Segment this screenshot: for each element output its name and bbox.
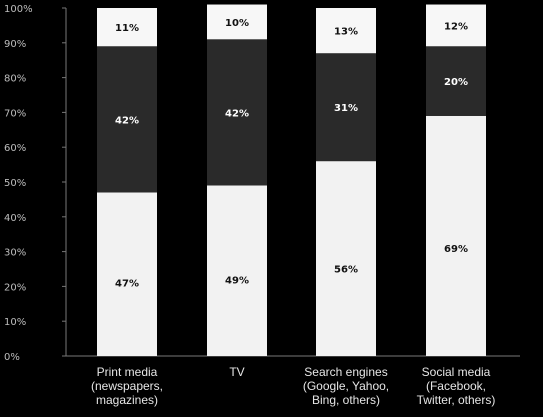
bar-segment	[207, 4, 267, 40]
y-tick-label: 100%	[4, 4, 33, 15]
x-category-label: magazines)	[96, 393, 158, 407]
y-tick-label: 40%	[4, 213, 26, 224]
x-category-label: TV	[229, 365, 244, 379]
y-tick-label: 70%	[4, 108, 26, 119]
bar-segment	[97, 8, 157, 47]
data-label: 10%	[225, 18, 249, 29]
data-label: 49%	[225, 275, 249, 286]
y-tick-label: 10%	[4, 317, 26, 328]
y-tick-label: 50%	[4, 178, 26, 189]
data-label: 12%	[444, 21, 468, 32]
bar-segment	[426, 46, 486, 116]
y-tick-label: 30%	[4, 248, 26, 259]
y-tick-label: 90%	[4, 39, 26, 50]
data-label: 13%	[334, 27, 358, 38]
x-category-label: Twitter, others)	[417, 393, 496, 407]
data-label: 69%	[444, 244, 468, 255]
x-category-label: (newspapers,	[91, 379, 163, 393]
bar-segment	[316, 53, 376, 162]
bar-segment	[316, 8, 376, 54]
data-label: 56%	[334, 264, 358, 275]
data-label: 31%	[334, 103, 358, 114]
y-tick-label: 80%	[4, 74, 26, 85]
data-label: 20%	[444, 77, 468, 88]
bar-segment	[207, 185, 267, 356]
bar-segment	[207, 39, 267, 186]
x-category-label: Social media	[422, 365, 491, 379]
x-category-label: (Facebook,	[426, 379, 486, 393]
data-label: 42%	[225, 108, 249, 119]
y-tick-label: 20%	[4, 282, 26, 293]
data-label: 11%	[115, 23, 139, 34]
bar-segment	[97, 46, 157, 193]
bar-segment	[426, 4, 486, 47]
bar-segment	[97, 192, 157, 356]
data-label: 47%	[115, 278, 139, 289]
x-category-label: Print media	[97, 365, 158, 379]
x-category-label: Search engines	[304, 365, 387, 379]
x-category-label: Bing, others)	[312, 393, 380, 407]
bar-segment	[426, 115, 486, 356]
data-label: 42%	[115, 115, 139, 126]
x-category-label: (Google, Yahoo,	[303, 379, 389, 393]
y-tick-label: 60%	[4, 143, 26, 154]
y-tick-label: 0%	[4, 352, 20, 363]
bar-segment	[316, 161, 376, 356]
